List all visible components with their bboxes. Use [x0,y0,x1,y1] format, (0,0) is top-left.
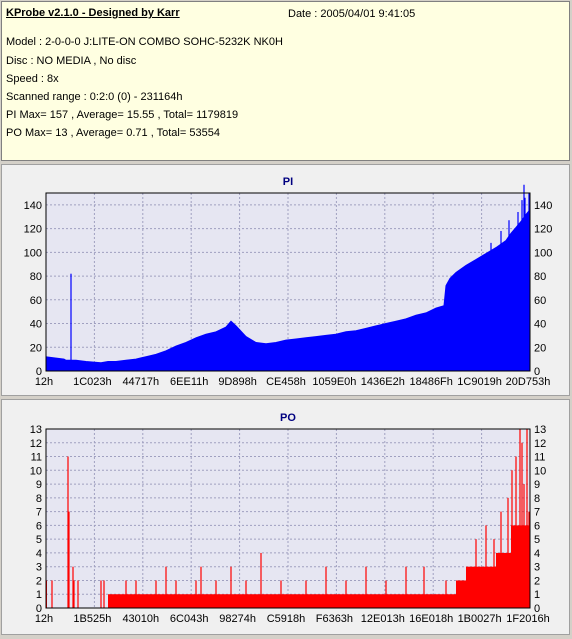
y-tick-label-left: 13 [30,424,42,436]
y-tick-label-right: 8 [534,493,540,505]
y-tick-label-right: 11 [534,452,545,464]
plot-border [45,428,531,609]
chart-title: PO [280,412,296,424]
y-tick-label-left: 80 [30,271,42,283]
x-tick-label: 20D753h [506,376,551,388]
x-tick-label: 12h [35,613,53,625]
y-tick-label-right: 20 [534,342,546,354]
x-tick-label: 16E018h [409,613,453,625]
x-tick-label: 6C043h [170,613,209,625]
y-tick-label-left: 120 [24,224,42,236]
po-bar-segment [456,580,466,608]
model-line: Model : 2-0-0-0 J:LITE-ON COMBO SOHC-523… [6,36,283,48]
y-tick-label-left: 60 [30,295,42,307]
x-tick-label: 1059E0h [312,376,356,388]
y-tick-label-right: 60 [534,295,546,307]
scanned-range-line: Scanned range : 0:2:0 (0) - 231164h [6,91,183,103]
x-tick-label: 18486Fh [409,376,452,388]
y-tick-label-left: 3 [36,562,42,574]
y-tick-label-left: 7 [36,507,42,519]
y-tick-label-left: 0 [36,603,42,615]
y-tick-label-left: 5 [36,534,42,546]
y-tick-label-right: 6 [534,520,540,532]
y-tick-label-left: 8 [36,493,42,505]
x-tick-label: 43010h [122,613,159,625]
app-title: KProbe v2.1.0 - Designed by Karr [6,7,180,19]
x-tick-label: 44717h [122,376,159,388]
y-tick-label-left: 9 [36,479,42,491]
y-tick-label-left: 2 [36,575,42,587]
x-tick-label: 1C9019h [457,376,502,388]
x-tick-label: 1F2016h [506,613,549,625]
y-tick-label-right: 3 [534,562,540,574]
pi-chart-panel: PI 0 0 20 20 40 40 60 60 80 80 100 100 120 120 140 140 12… [1,164,570,396]
y-tick-label-left: 0 [36,366,42,378]
speed-line: Speed : 8x [6,73,59,85]
y-tick-label-left: 40 [30,319,42,331]
y-tick-label-right: 5 [534,534,540,546]
y-tick-label-right: 120 [534,224,552,236]
x-tick-label: 12h [35,376,53,388]
y-tick-label-right: 10 [534,465,546,477]
disc-line: Disc : NO MEDIA , No disc [6,55,137,67]
pi-series-area [45,208,531,372]
y-tick-label-right: 0 [534,366,540,378]
x-tick-label: CE458h [266,376,306,388]
y-tick-label-left: 20 [30,342,42,354]
x-tick-label: C5918h [267,613,306,625]
y-tick-label-right: 100 [534,247,552,259]
chart-title: PI [283,176,293,188]
x-tick-label: 1B525h [73,613,111,625]
x-tick-label: 98274h [219,613,256,625]
y-tick-label-right: 7 [534,507,540,519]
y-tick-label-left: 4 [36,548,42,560]
x-tick-label: 9D898h [218,376,257,388]
y-tick-label-right: 0 [534,603,540,615]
y-tick-label-left: 100 [24,247,42,259]
y-tick-label-right: 80 [534,271,546,283]
y-tick-label-left: 10 [30,465,42,477]
y-tick-label-right: 40 [534,319,546,331]
y-tick-label-right: 1 [534,589,540,601]
po-chart-panel: PO 0 0 1 1 2 2 3 3 4 4 5 5 6 6 7 7 8 8 9 9 10 10 11 11 12 12 13 13 12… [1,399,570,635]
po-stats-line: PO Max= 13 , Average= 0.71 , Total= 5355… [6,127,220,139]
scan-date: Date : 2005/04/01 9:41:05 [288,8,416,20]
y-tick-label-left: 11 [31,452,42,464]
x-tick-label: 1436E2h [361,376,405,388]
x-tick-label: 1C023h [73,376,112,388]
info-panel: KProbe v2.1.0 - Designed by Karr Date : … [1,1,570,161]
y-tick-label-right: 9 [534,479,540,491]
y-tick-label-left: 6 [36,520,42,532]
pi-chart: PI 0 0 20 20 40 40 60 60 80 80 100 100 120 120 140 140 12… [24,176,553,388]
po-bar-segment [481,566,496,608]
po-bar-segment [466,566,481,608]
y-tick-label-right: 4 [534,548,540,560]
po-bar-segment [108,594,456,608]
x-tick-label: 6EE11h [170,376,208,388]
y-tick-label-left: 12 [30,438,42,450]
pi-stats-line: PI Max= 157 , Average= 15.55 , Total= 11… [6,109,239,121]
x-tick-label: 12E013h [361,613,405,625]
x-tick-label: 1B0027h [458,613,502,625]
y-tick-label-right: 13 [534,424,546,436]
y-tick-label-left: 1 [36,589,42,601]
po-bar-segment [496,552,511,608]
y-tick-label-right: 140 [534,200,552,212]
x-tick-label: F6363h [316,613,353,625]
plot-border [45,192,531,372]
y-tick-label-left: 140 [24,200,42,212]
y-tick-label-right: 2 [534,575,540,587]
y-tick-label-right: 12 [534,438,546,450]
